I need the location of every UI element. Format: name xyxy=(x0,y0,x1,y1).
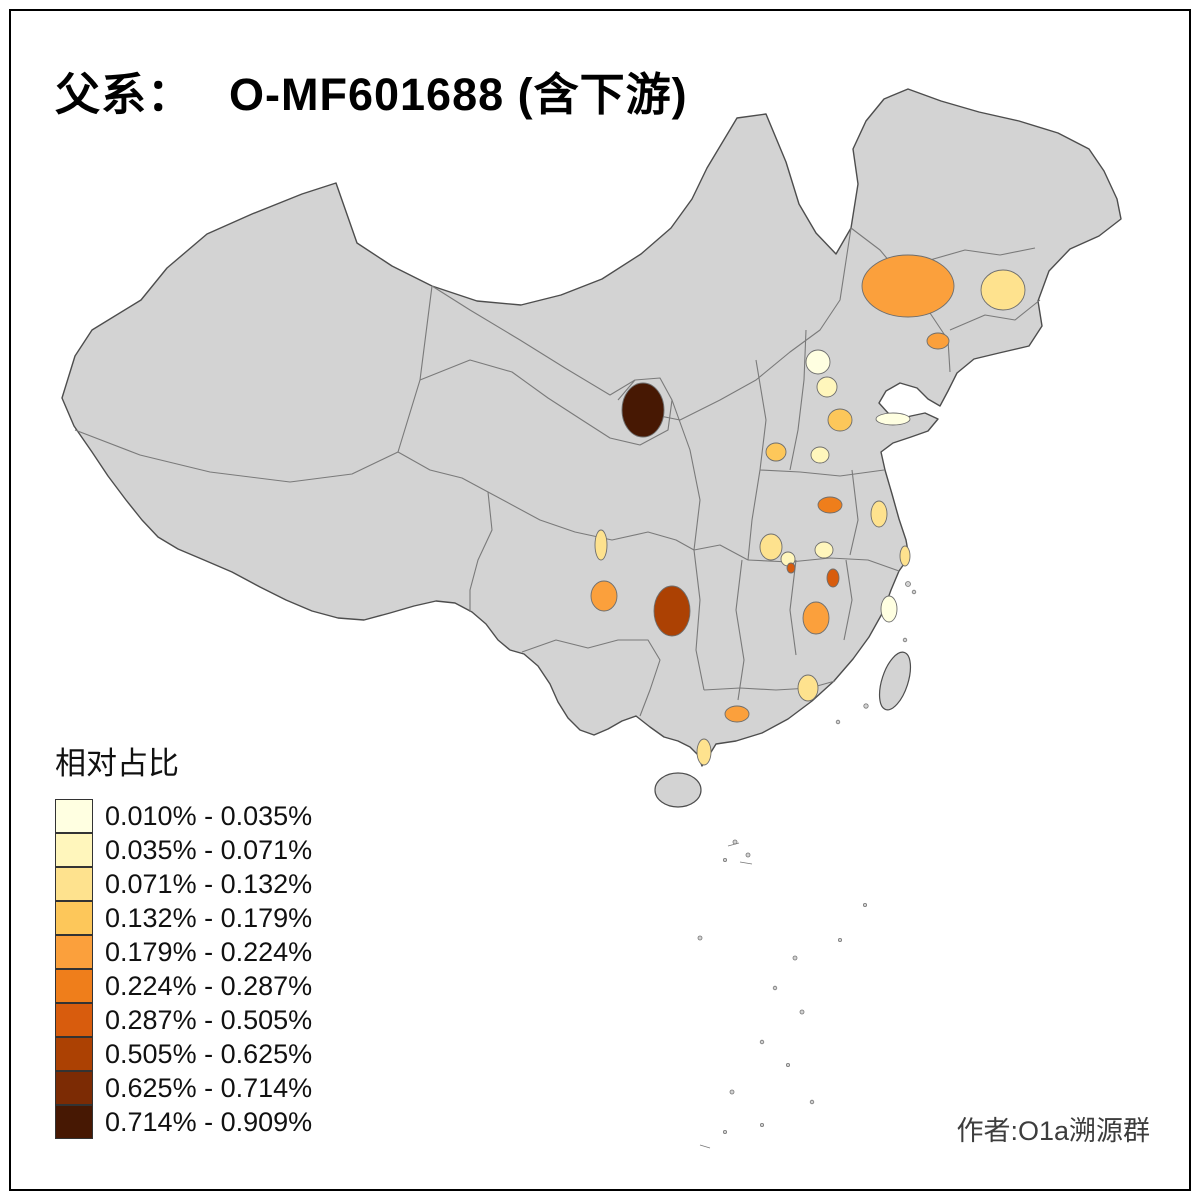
region-beijing-area xyxy=(805,349,831,375)
region-south-shanxi xyxy=(765,442,787,462)
penghu-islet xyxy=(863,703,869,709)
region-tianjin-area xyxy=(816,376,838,398)
legend-range-label: 0.505% - 0.625% xyxy=(105,1038,313,1069)
region-anhui-dot xyxy=(826,568,840,588)
hainan-island xyxy=(654,772,702,808)
legend-range-label: 0.132% - 0.179% xyxy=(105,902,313,933)
region-anhui-area xyxy=(814,541,834,559)
region-henan-area xyxy=(817,496,843,514)
region-guangxi-area xyxy=(724,705,750,723)
legend-range-label: 0.714% - 0.909% xyxy=(105,1106,313,1137)
region-west-shandong xyxy=(827,408,853,432)
title-prefix: 父系： xyxy=(55,69,194,120)
legend-color-swatch xyxy=(55,969,93,1003)
legend-row: 0.287% - 0.505% xyxy=(55,1003,312,1037)
legend-row: 0.714% - 0.909% xyxy=(55,1105,312,1139)
legend-row: 0.625% - 0.714% xyxy=(55,1071,312,1105)
region-hubei-dot xyxy=(786,562,796,574)
title-main: O-MF601688 (含下游) xyxy=(229,69,688,120)
legend: 相对占比 0.010% - 0.035% 0.035% - 0.071% 0.071… xyxy=(55,738,312,1139)
legend-title: 相对占比 xyxy=(55,746,179,781)
china-mainland-outline xyxy=(61,88,1122,767)
legend-color-swatch xyxy=(55,901,93,935)
page-title: 父系： O-MF601688 (含下游) xyxy=(55,58,688,123)
region-north-jiangsu xyxy=(870,500,888,528)
coastal-islet xyxy=(902,637,908,643)
south-sea-islets xyxy=(697,839,868,1149)
islands xyxy=(654,581,917,808)
legend-row: 0.505% - 0.625% xyxy=(55,1037,312,1071)
author-credit: 作者:O1a溯源群 xyxy=(956,1116,1150,1146)
highlighted-regions-layer xyxy=(590,254,1026,766)
legend-color-swatch xyxy=(55,1037,93,1071)
legend-range-label: 0.071% - 0.132% xyxy=(105,868,313,899)
region-east-zhejiang xyxy=(880,595,898,623)
province-borders xyxy=(74,227,1041,717)
region-guizhou-area xyxy=(653,585,691,637)
region-east-inner-mongolia xyxy=(861,254,955,318)
legend-row: 0.071% - 0.132% xyxy=(55,867,312,901)
region-leizhou-area xyxy=(696,738,712,766)
legend-range-label: 0.035% - 0.071% xyxy=(105,834,313,865)
legend-row: 0.132% - 0.179% xyxy=(55,901,312,935)
region-fujian-area xyxy=(797,674,819,702)
region-ningxia-area xyxy=(621,382,665,438)
region-south-hebei xyxy=(810,446,830,464)
legend-range-label: 0.224% - 0.287% xyxy=(105,970,313,1001)
legend-color-swatch xyxy=(55,833,93,867)
legend-range-label: 0.625% - 0.714% xyxy=(105,1072,313,1103)
legend-color-swatch xyxy=(55,935,93,969)
page-frame xyxy=(9,9,1191,1191)
region-south-sichuan xyxy=(590,580,618,612)
coastal-islet xyxy=(835,719,841,725)
region-hubei-area xyxy=(759,533,783,561)
zhoushan-islet xyxy=(905,581,911,587)
legend-row: 0.224% - 0.287% xyxy=(55,969,312,1003)
legend-range-label: 0.179% - 0.224% xyxy=(105,936,313,967)
legend-color-swatch xyxy=(55,1105,93,1139)
region-sichuan-streak xyxy=(594,529,608,561)
region-jilin-area xyxy=(980,269,1026,311)
region-liaoning-small xyxy=(926,332,950,350)
legend-color-swatch xyxy=(55,1071,93,1105)
region-coast-streak xyxy=(899,545,911,567)
legend-row: 0.010% - 0.035% xyxy=(55,799,312,833)
legend-range-label: 0.287% - 0.505% xyxy=(105,1004,313,1035)
legend-color-swatch xyxy=(55,867,93,901)
legend-rows: 0.010% - 0.035% 0.035% - 0.071% 0.071% - 0… xyxy=(55,799,312,1139)
region-jiangxi-area xyxy=(802,601,830,635)
legend-color-swatch xyxy=(55,1003,93,1037)
legend-color-swatch xyxy=(55,799,93,833)
legend-range-label: 0.010% - 0.035% xyxy=(105,800,313,831)
coastal-islet xyxy=(911,589,917,595)
taiwan-island xyxy=(878,651,912,711)
legend-row: 0.035% - 0.071% xyxy=(55,833,312,867)
region-shandong-peninsula xyxy=(875,412,911,426)
legend-row: 0.179% - 0.224% xyxy=(55,935,312,969)
